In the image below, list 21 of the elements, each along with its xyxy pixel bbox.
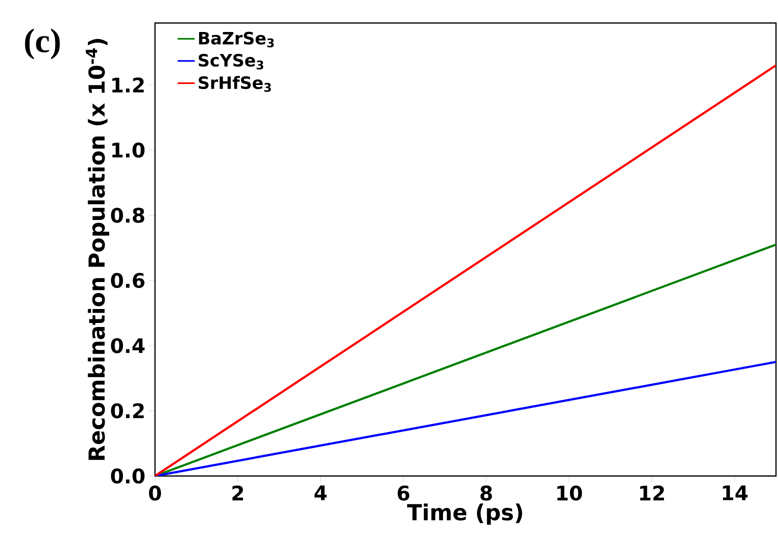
x-tick-label: 14 [722, 486, 748, 500]
x-tick-label: 0 [149, 486, 162, 501]
y-tick-label: 0.6 [111, 272, 144, 288]
x-tick-label: 8 [480, 486, 492, 501]
x-tick-label: 4 [314, 486, 327, 500]
y-tick-label: 0.0 [111, 468, 145, 484]
x-axis-title: Time (ps) [407, 504, 522, 525]
y-tick-label: 0.4 [111, 338, 145, 354]
y-tick-label: 1.2 [112, 77, 144, 92]
legend-label: ScYSe$_{3}$ [198, 54, 264, 70]
y-tick-label: 0.2 [111, 403, 144, 418]
y-tick-label: 0.8 [111, 208, 144, 223]
x-tick-label: 10 [557, 486, 582, 501]
x-tick-label: 2 [232, 486, 244, 500]
y-axis-title: Recombination Population (x 10$^{-4}$) [86, 38, 110, 460]
text: (c) [25, 28, 60, 60]
x-tick-label: 6 [398, 486, 410, 501]
legend-label: BaZrSe$_{3}$ [199, 32, 274, 48]
legend-label: SrHfSe$_{3}$ [198, 76, 271, 92]
y-tick-label: 1.0 [112, 142, 145, 158]
x-tick-label: 12 [640, 486, 664, 500]
